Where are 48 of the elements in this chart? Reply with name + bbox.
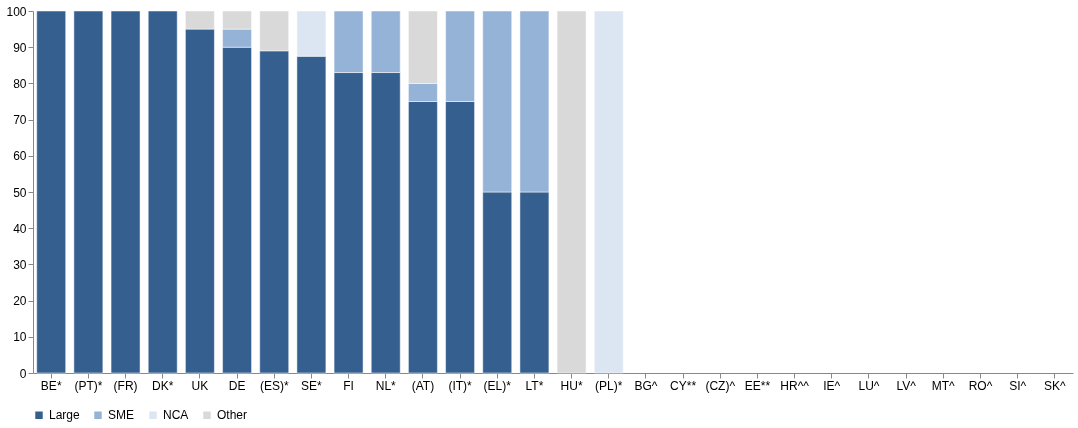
y-tick-label: 60 [13,149,27,164]
legend-label: SME [108,408,135,423]
y-tick-label: 0 [19,366,27,381]
y-tick-label: 30 [13,257,27,272]
x-tick-label: (FR) [113,378,138,393]
x-tick-label: SE* [301,378,323,393]
x-tick-label: HU* [560,378,583,393]
y-tick-label: 20 [13,294,27,309]
bar [556,10,587,374]
x-tick-label: DE [228,378,246,393]
x-tick-label: NL* [375,378,397,393]
x-tick-label: FI [343,378,354,393]
x-tick-label: RO^ [968,378,993,393]
x-tick-label: (AT) [411,378,435,393]
legend-label: Other [217,408,248,423]
x-tick-label: (PT)* [74,378,103,393]
y-tick-label: 90 [13,40,27,55]
x-tick-label: DK* [152,378,174,393]
x-tick-label: (PL)* [595,378,623,393]
y-tick-label: 40 [13,221,27,236]
x-tick-label: LU^ [858,378,880,393]
y-tick-label: 100 [6,4,27,19]
x-tick-label: BG^ [634,378,658,393]
legend-label: Large [49,408,81,423]
x-tick-label: HR^^ [780,378,810,393]
bar [73,10,104,374]
x-tick-label: EE** [744,378,771,393]
legend-label: NCA [163,408,189,423]
y-tick-label: 80 [13,76,27,91]
y-tick-label: 10 [13,330,27,345]
x-tick-label: CY** [670,378,697,393]
x-tick-label: UK [191,378,209,393]
x-tick-label: LV^ [896,378,917,393]
x-tick-label: (EL)* [483,378,512,393]
bar [110,10,141,374]
x-tick-label: BE* [40,378,62,393]
bar [594,10,624,374]
x-tick-label: MT^ [931,378,956,393]
y-tick-label: 50 [13,185,27,200]
x-tick-label: (CZ)^ [705,378,736,393]
x-tick-label: (ES)* [259,378,289,393]
bar [147,10,178,374]
x-tick-label: IE^ [823,378,841,393]
x-tick-label: (IT)* [448,378,473,393]
x-tick-label: SK^ [1043,378,1066,393]
x-tick-label: LT* [525,378,544,393]
x-tick-label: SI^ [1009,378,1027,393]
y-tick-label: 70 [13,113,27,128]
